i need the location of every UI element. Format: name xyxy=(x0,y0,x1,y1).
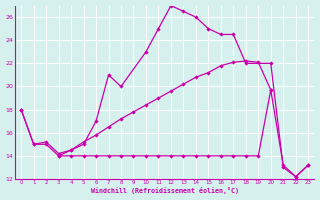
X-axis label: Windchill (Refroidissement éolien,°C): Windchill (Refroidissement éolien,°C) xyxy=(91,187,239,194)
